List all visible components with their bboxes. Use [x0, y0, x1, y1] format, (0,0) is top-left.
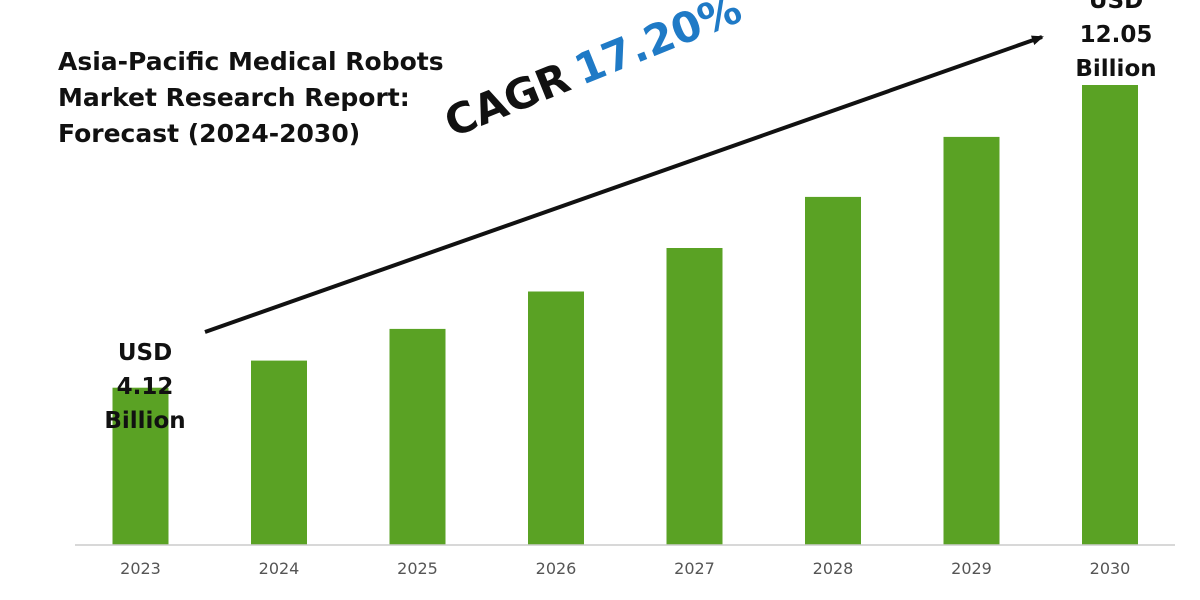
- bar-2025: [389, 328, 446, 545]
- x-tick-label-2025: 2025: [397, 559, 438, 578]
- chart-title-line-1: Asia-Pacific Medical Robots: [58, 47, 444, 76]
- bar-2028: [805, 196, 861, 545]
- bar-2026: [528, 291, 584, 545]
- x-tick-label-2027: 2027: [674, 559, 715, 578]
- x-tick-label-2030: 2030: [1090, 559, 1131, 578]
- end-value-callout: USD 12.05 Billion: [1056, 0, 1176, 86]
- x-axis-tick-labels: 2023 2024 2025 2026 2027 2028 2029 2030: [120, 559, 1130, 578]
- end-callout-unit: Billion: [1075, 56, 1157, 82]
- end-callout-currency: USD: [1088, 0, 1144, 14]
- x-tick-label-2023: 2023: [120, 559, 161, 578]
- x-tick-label-2024: 2024: [259, 559, 300, 578]
- x-tick-label-2029: 2029: [951, 559, 992, 578]
- chart-title-line-2: Market Research Report:: [58, 83, 410, 112]
- bars-group: [112, 85, 1138, 545]
- bar-2023: [112, 387, 169, 545]
- start-value-callout: USD 4.12 Billion: [90, 336, 200, 438]
- chart-title-line-3: Forecast (2024-2030): [58, 119, 361, 148]
- start-callout-currency: USD: [117, 340, 173, 366]
- chart-title: Asia-Pacific Medical Robots Market Resea…: [58, 44, 498, 152]
- bar-2030: [1082, 85, 1138, 545]
- x-tick-label-2026: 2026: [536, 559, 577, 578]
- x-tick-label-2028: 2028: [813, 559, 854, 578]
- bar-2024: [251, 360, 307, 545]
- start-callout-unit: Billion: [104, 408, 186, 434]
- start-callout-amount: 4.12: [116, 374, 174, 400]
- bar-2027: [666, 248, 723, 545]
- end-callout-amount: 12.05: [1079, 22, 1153, 48]
- growth-arrow: [204, 35, 1044, 334]
- bar-2029: [943, 136, 1000, 545]
